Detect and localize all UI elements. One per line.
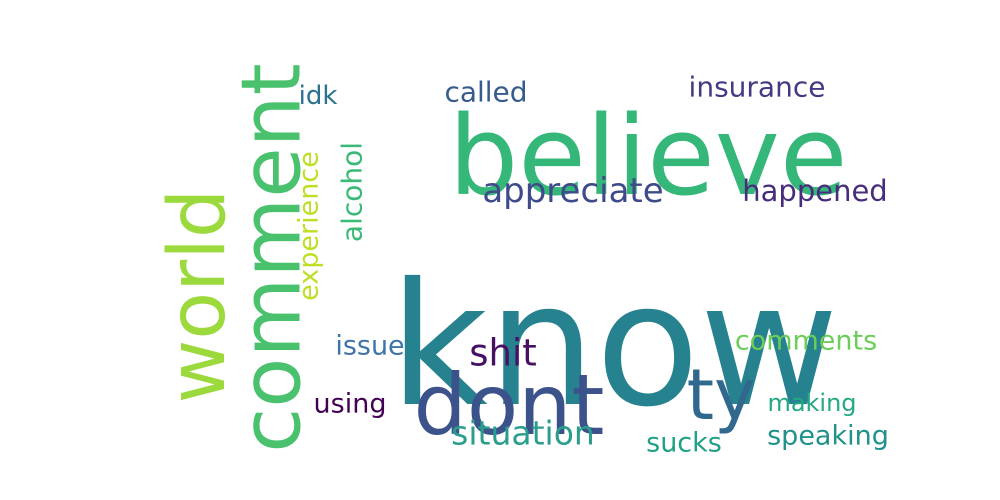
word-cloud-word-insurance: insurance [689, 71, 826, 104]
word-cloud-word-comment: comment [225, 63, 320, 453]
word-cloud-word-world: world [153, 189, 243, 404]
word-cloud-word-appreciate: appreciate [482, 171, 663, 211]
word-cloud-word-called: called [444, 76, 527, 109]
word-cloud-word-using: using [314, 389, 387, 420]
word-cloud-word-issue: issue [335, 331, 404, 362]
word-cloud-word-know: know [389, 247, 838, 445]
word-cloud-word-comments: comments [735, 326, 877, 357]
word-cloud-word-believe: believe [448, 92, 847, 220]
word-cloud-word-happened: happened [742, 174, 887, 208]
word-cloud-word-sucks: sucks [646, 428, 722, 459]
word-cloud-word-speaking: speaking [767, 421, 889, 452]
word-cloud-word-making: making [767, 389, 856, 417]
word-cloud-word-experience: experience [294, 151, 325, 301]
word-cloud-word-dont: dont [414, 356, 605, 454]
word-cloud-word-ty: ty [687, 354, 756, 436]
word-cloud-word-alcohol: alcohol [336, 142, 369, 242]
word-cloud-word-idk: idk [299, 81, 338, 111]
word-cloud-word-situation: situation [451, 414, 595, 453]
word-cloud-word-shit: shit [469, 332, 537, 375]
